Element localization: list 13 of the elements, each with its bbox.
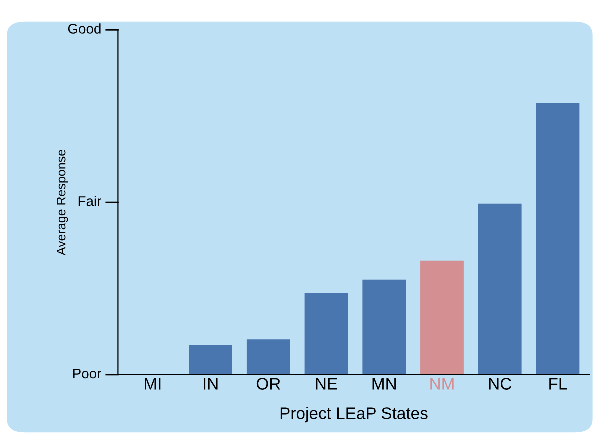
x-axis-title: Project LEaP States [280,407,428,423]
x-tick-label: OR [256,378,280,390]
y-axis-title: Average Response [57,150,68,256]
text: Good [68,24,101,34]
x-tick-label: NC [489,378,512,390]
text: Poor [73,368,102,379]
x-tick-label: NE [316,378,338,390]
text: Fair [78,196,102,206]
x-tick-label: FL [550,378,568,390]
x-tick-label: NM [430,378,454,390]
x-tick-label: MI [145,378,161,390]
x-tick-label: IN [204,378,218,390]
x-tick-label: MN [372,378,396,390]
